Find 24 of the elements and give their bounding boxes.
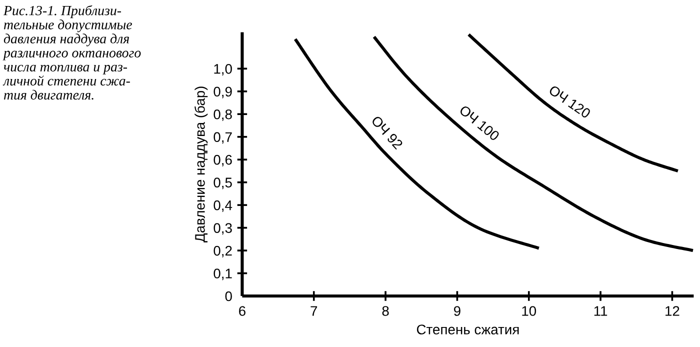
- text: ОЧ 100: [458, 104, 500, 142]
- text: ОЧ 92: [370, 115, 404, 150]
- x-tick-label: 8: [382, 306, 389, 316]
- y-tick-label: 1,0: [214, 64, 232, 76]
- y-tick-label: 0,2: [214, 246, 232, 258]
- x-tick-label: 10: [522, 306, 536, 316]
- y-tick-label: 0,6: [214, 154, 232, 166]
- y-tick-label: 0,4: [214, 200, 232, 212]
- x-tick-label: 6: [239, 306, 246, 316]
- x-tick-label: 9: [454, 306, 460, 316]
- y-tick-label: 0,1: [214, 268, 232, 280]
- x-tick-label: 12: [666, 306, 680, 316]
- text: Рис.13-1. Приблизи- тельные допустимые давления наддува для различного октанового числа топлива и раз- личной степени сжа- тия двигателя.: [2, 5, 141, 100]
- y-tick-label: 0,8: [214, 109, 232, 121]
- y-tick-label: 0: [225, 291, 232, 302]
- y-tick-label: 0,5: [214, 178, 232, 190]
- y-axis-title: Давление наддува (бар): [194, 86, 208, 242]
- y-tick-label: 0,3: [214, 223, 232, 235]
- x-tick-label: 11: [594, 306, 608, 316]
- x-tick-label: 7: [310, 306, 318, 316]
- y-tick-label: 0,7: [214, 132, 232, 144]
- text: ОЧ 120: [548, 84, 592, 119]
- y-tick-label: 0,9: [214, 86, 232, 98]
- x-axis-title: Степень сжатия: [416, 324, 519, 334]
